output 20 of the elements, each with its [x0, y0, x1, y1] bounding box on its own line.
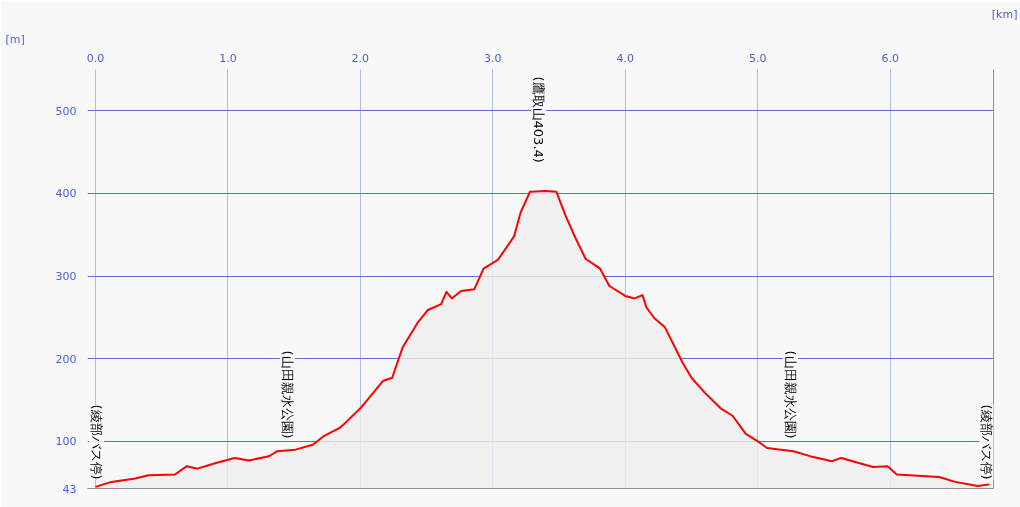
annotation: (山田親水公園) — [280, 350, 295, 439]
x-tick-label: 3.0 — [484, 51, 502, 65]
x-tick-label: 4.0 — [616, 51, 635, 65]
x-axis-title: [km] — [991, 7, 1018, 21]
y-tick-label: 100 — [55, 435, 77, 449]
x-tick-label: 5.0 — [748, 51, 767, 65]
x-tick-label: 2.0 — [351, 51, 370, 65]
y-tick-label: 200 — [55, 352, 77, 366]
y-tick-label: 43 — [62, 482, 77, 496]
annotation: (綾部バス停) — [89, 404, 104, 480]
y-tick-label: 300 — [55, 270, 77, 284]
y-tick-label: 500 — [55, 104, 77, 118]
annotation: (鷹取山403.4) — [531, 76, 546, 163]
annotation: (山田親水公園) — [783, 350, 798, 439]
y-axis-title: [m] — [5, 32, 25, 46]
x-tick-label: 0.0 — [86, 51, 105, 65]
x-tick-label: 1.0 — [219, 51, 237, 65]
annotation: (綾部バス停) — [979, 404, 994, 480]
y-tick-label: 400 — [55, 187, 77, 201]
x-tick-label: 6.0 — [881, 51, 899, 65]
